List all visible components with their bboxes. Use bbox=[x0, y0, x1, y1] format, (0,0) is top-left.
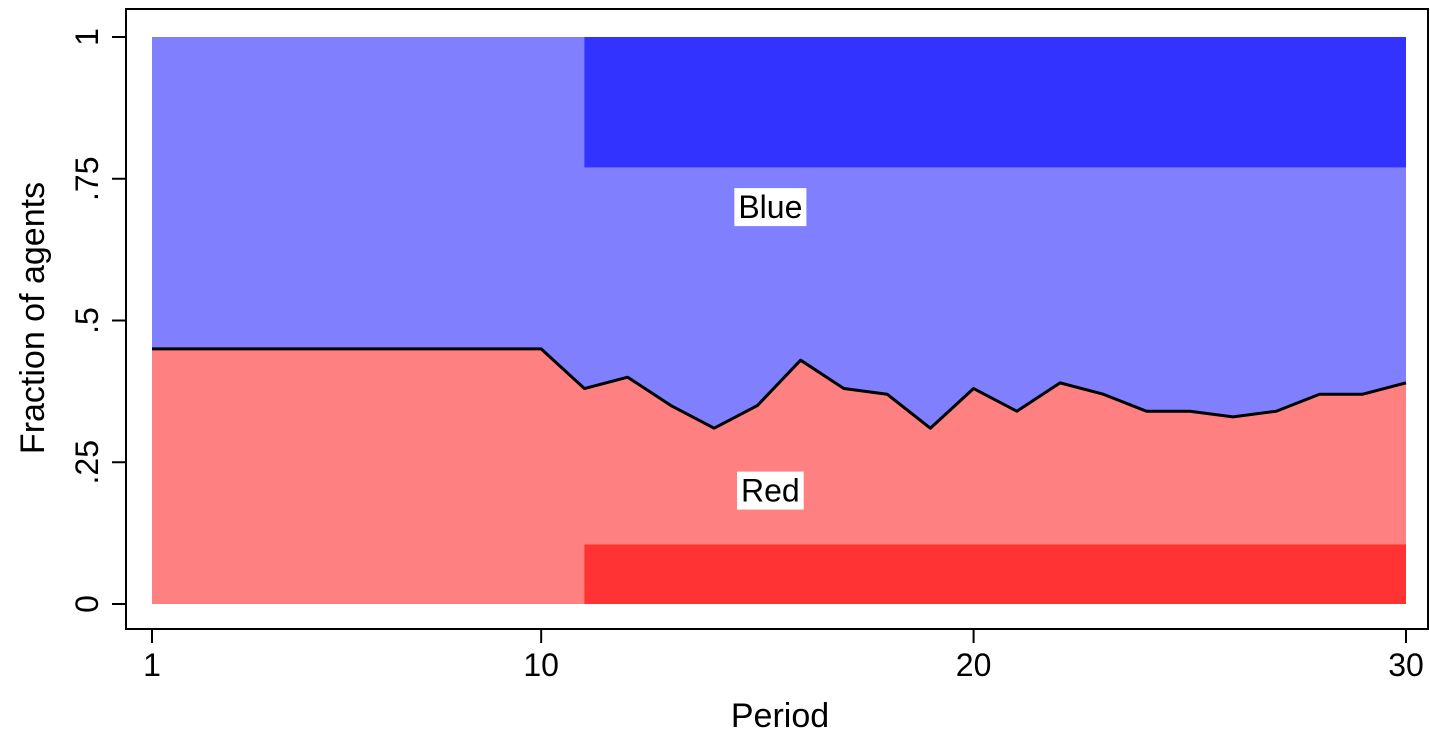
area-label-text: Blue bbox=[738, 189, 802, 225]
area-label-text: Red bbox=[741, 473, 800, 509]
x-axis-title: Period bbox=[731, 697, 829, 734]
label-background bbox=[734, 188, 807, 227]
y-tick-label: 1 bbox=[69, 28, 105, 46]
boundary-layer bbox=[152, 347, 1407, 430]
area-labels-layer: Blue Red bbox=[734, 188, 807, 510]
y-tick-label: .25 bbox=[69, 440, 105, 484]
x-axis: 1 10 20 30 bbox=[143, 629, 1424, 683]
band-blue bbox=[584, 37, 1406, 168]
x-tick-label: 30 bbox=[1388, 647, 1424, 683]
y-tick-label: .5 bbox=[69, 307, 105, 334]
y-axis-title: Fraction of agents bbox=[14, 182, 52, 454]
y-axis: 0 .25 .5 .75 1 bbox=[69, 28, 126, 613]
bands-layer bbox=[584, 37, 1406, 604]
x-tick-label: 1 bbox=[143, 647, 161, 683]
y-tick-label: 0 bbox=[69, 595, 105, 613]
label-background bbox=[737, 471, 804, 510]
label-blue: Blue bbox=[734, 188, 807, 227]
boundary-line bbox=[152, 347, 1407, 430]
label-red: Red bbox=[737, 471, 804, 510]
x-tick-label: 20 bbox=[956, 647, 992, 683]
band-red bbox=[584, 544, 1406, 604]
y-tick-label: .75 bbox=[69, 157, 105, 201]
x-tick-label: 10 bbox=[523, 647, 559, 683]
